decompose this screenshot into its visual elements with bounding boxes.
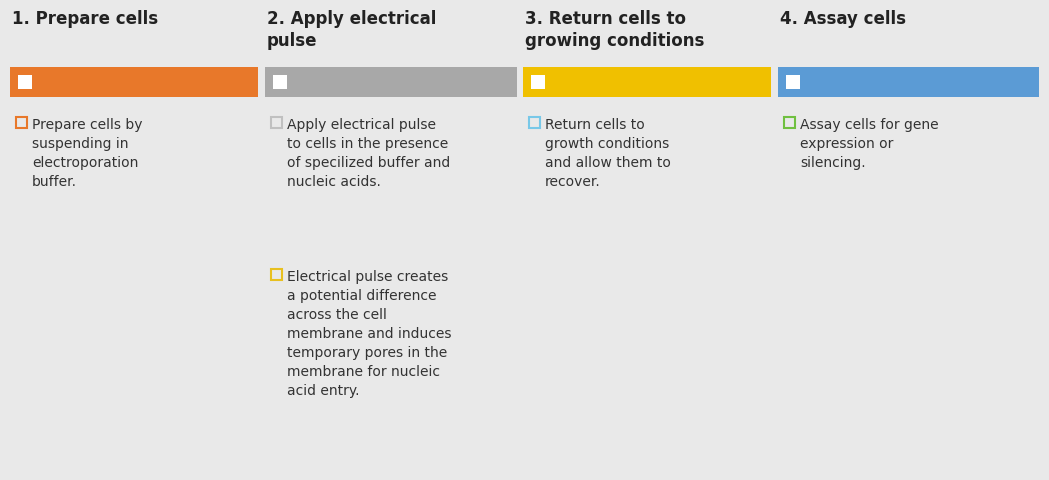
Bar [529,118,540,129]
Bar [18,76,33,90]
Bar [523,68,771,98]
Bar [10,68,258,98]
Text: 3. Return cells to
growing conditions: 3. Return cells to growing conditions [524,10,704,50]
Bar [265,68,517,98]
Text: Apply electrical pulse
to cells in the presence
of specilized buffer and
nucleic: Apply electrical pulse to cells in the p… [287,118,450,189]
Bar [16,118,27,129]
Bar [271,118,282,129]
Text: Assay cells for gene
expression or
silencing.: Assay cells for gene expression or silen… [800,118,939,169]
Bar [271,269,282,280]
Bar [531,76,545,90]
Text: 2. Apply electrical
pulse: 2. Apply electrical pulse [267,10,436,50]
Text: Electrical pulse creates
a potential difference
across the cell
membrane and ind: Electrical pulse creates a potential dif… [287,269,451,397]
Text: 1. Prepare cells: 1. Prepare cells [12,10,158,28]
Bar [784,118,795,129]
Text: 4. Assay cells: 4. Assay cells [780,10,906,28]
Bar [778,68,1039,98]
Bar [273,76,287,90]
Text: Prepare cells by
suspending in
electroporation
buffer.: Prepare cells by suspending in electropo… [33,118,143,189]
Text: Return cells to
growth conditions
and allow them to
recover.: Return cells to growth conditions and al… [545,118,671,189]
Bar [786,76,800,90]
